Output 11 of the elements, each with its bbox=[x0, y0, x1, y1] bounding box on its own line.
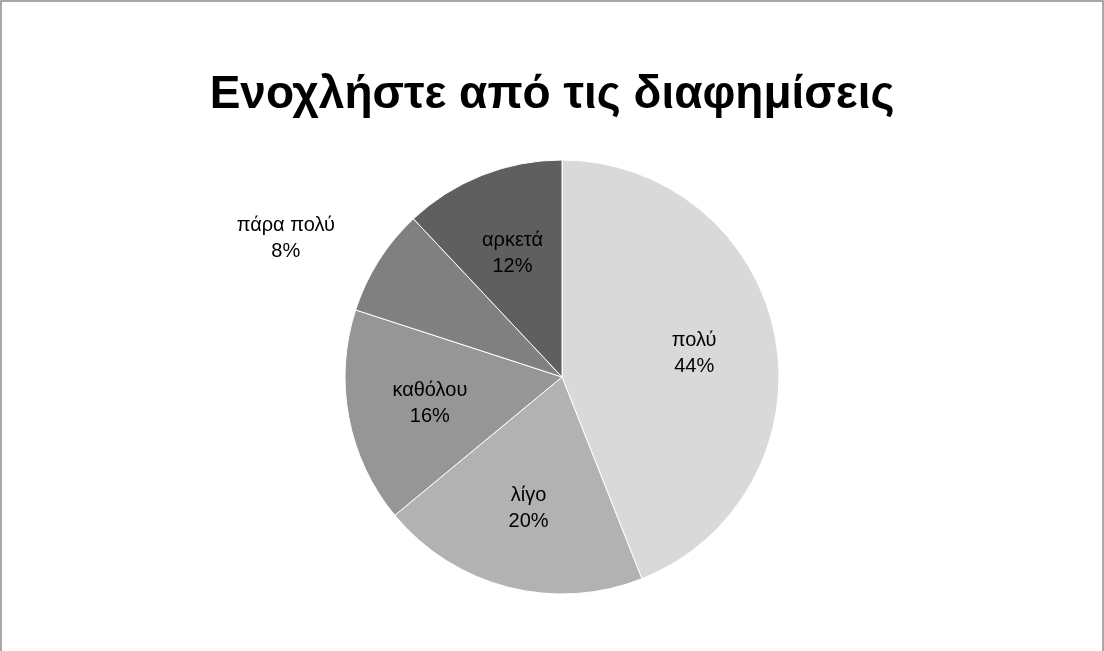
data-label: 16% bbox=[409, 404, 451, 427]
data-label: 20% bbox=[508, 509, 549, 532]
slice-label: πάρα πολύ bbox=[236, 212, 335, 235]
data-label: 44% bbox=[674, 353, 715, 376]
slice-label: αρκετά bbox=[481, 227, 543, 250]
data-label: 8% bbox=[271, 238, 301, 261]
data-label: 12% bbox=[492, 253, 533, 276]
slice-label: καθόλου bbox=[392, 378, 468, 401]
chart-title: Ενοχλήστε από τις διαφημίσεις bbox=[209, 66, 895, 118]
slice-label: λίγο bbox=[510, 483, 547, 506]
slice-label: πολύ bbox=[671, 327, 717, 350]
